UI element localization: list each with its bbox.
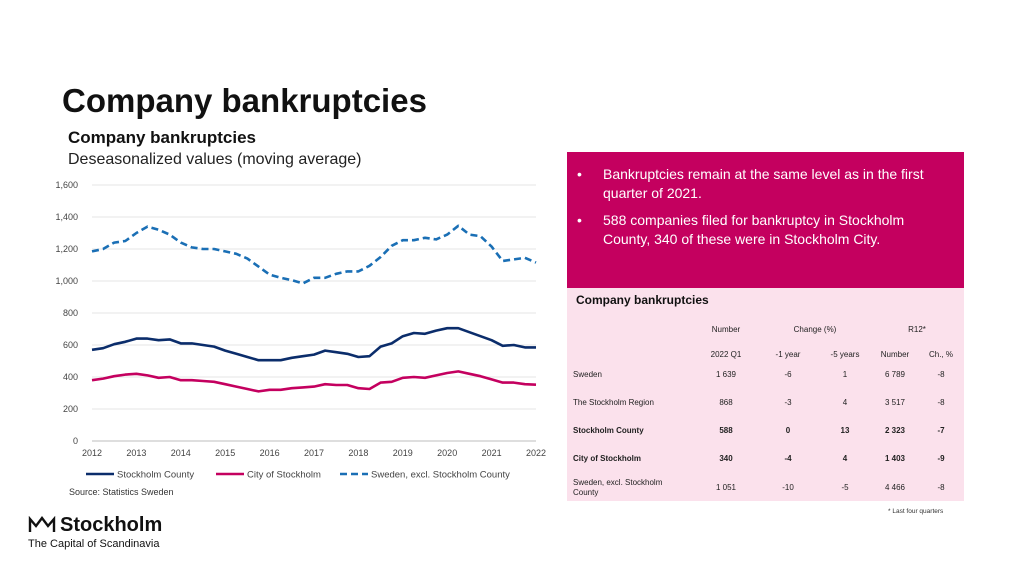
x-tick-label: 2013 bbox=[126, 448, 146, 458]
crown-icon bbox=[28, 516, 56, 532]
row-label: City of Stockholm bbox=[573, 454, 642, 463]
line-chart: 0 200 400 600 800 1,000 1,200 1,400 1,600 2012 201… bbox=[55, 180, 546, 481]
table-cell: -3 bbox=[784, 398, 792, 407]
row-label: The Stockholm Region bbox=[573, 398, 654, 407]
table-cell: 4 466 bbox=[884, 483, 906, 492]
table-cell: -9 bbox=[937, 454, 945, 463]
sub-header: Number bbox=[880, 350, 910, 359]
finding-text: 588 companies filed for bankruptcy in St… bbox=[603, 212, 905, 247]
series-line-stockholm-county bbox=[91, 326, 536, 362]
x-tick-label: 2015 bbox=[215, 448, 235, 458]
y-tick-label: 600 bbox=[63, 340, 78, 350]
row-label: Stockholm County bbox=[573, 426, 644, 435]
x-tick-label: 2014 bbox=[171, 448, 191, 458]
group-header-r12: R12* bbox=[908, 325, 926, 334]
y-tick-label: 200 bbox=[63, 404, 78, 414]
table-cell: -7 bbox=[937, 426, 945, 435]
table-cell: -8 bbox=[937, 483, 945, 492]
logo-name: Stockholm bbox=[60, 514, 163, 536]
table-cell: 868 bbox=[719, 398, 733, 407]
bullet-marker: • bbox=[577, 212, 582, 228]
sub-header: -1 year bbox=[775, 350, 801, 359]
y-tick-label: 400 bbox=[63, 372, 78, 382]
row-label: Sweden, excl. Stockholm County bbox=[573, 478, 663, 497]
page-title: Company bankruptcies bbox=[62, 82, 427, 119]
x-tick-label: 2020 bbox=[437, 448, 457, 458]
group-header-change: Change (%) bbox=[793, 325, 837, 334]
bankruptcy-table: Company bankruptcies Number Change (%) R… bbox=[567, 288, 964, 501]
table-cell: 1 403 bbox=[884, 454, 906, 463]
y-tick-label: 1,200 bbox=[55, 244, 78, 254]
y-tick-label: 800 bbox=[63, 308, 78, 318]
legend-label: City of Stockholm bbox=[247, 470, 321, 481]
y-tick-label: 1,000 bbox=[55, 276, 78, 286]
table-cell: -10 bbox=[782, 483, 794, 492]
y-tick-label: 1,600 bbox=[55, 180, 78, 190]
y-tick-label: 0 bbox=[73, 436, 78, 446]
chart-title: Company bankruptcies bbox=[68, 128, 256, 147]
table-cell: 0 bbox=[785, 426, 791, 435]
table-cell: -8 bbox=[937, 370, 945, 379]
table-title: Company bankruptcies bbox=[576, 293, 709, 307]
series-line-sweden-excl-stockholm-county bbox=[91, 224, 537, 285]
series-line-city-of-stockholm bbox=[91, 370, 537, 393]
table-cell: -5 bbox=[841, 483, 849, 492]
table-cell: -6 bbox=[784, 370, 792, 379]
sub-header: 2022 Q1 bbox=[710, 350, 742, 359]
table-cell: 1 bbox=[842, 370, 848, 379]
x-tick-label: 2012 bbox=[82, 448, 102, 458]
sub-header: Ch., % bbox=[928, 350, 953, 359]
chart-subtitle: Deseasonalized values (moving average) bbox=[68, 151, 362, 168]
x-tick-label: 2021 bbox=[482, 448, 502, 458]
finding-text: Bankruptcies remain at the same level as… bbox=[603, 166, 924, 201]
table-footnote: * Last four quarters bbox=[888, 508, 944, 515]
x-tick-label: 2017 bbox=[304, 448, 324, 458]
x-tick-label: 2022 bbox=[526, 448, 546, 458]
table-cell: 1 639 bbox=[715, 370, 737, 379]
legend-label: Stockholm County bbox=[117, 470, 194, 481]
table-cell: 2 323 bbox=[884, 426, 906, 435]
bullet-marker: • bbox=[577, 166, 582, 182]
logo-tagline: The Capital of Scandinavia bbox=[28, 538, 160, 550]
table-cell: 1 051 bbox=[715, 483, 737, 492]
y-tick-label: 1,400 bbox=[55, 212, 78, 222]
table-cell: 6 789 bbox=[884, 370, 906, 379]
table-cell: 3 517 bbox=[884, 398, 906, 407]
row-label: Sweden bbox=[573, 370, 602, 379]
table-cell: -8 bbox=[937, 398, 945, 407]
key-findings-box: • Bankruptcies remain at the same level … bbox=[567, 152, 964, 288]
table-cell: -4 bbox=[784, 454, 792, 463]
table-cell: 13 bbox=[840, 426, 850, 435]
source-note: Source: Statistics Sweden bbox=[69, 487, 174, 497]
table-cell: 588 bbox=[719, 426, 733, 435]
group-header-number: Number bbox=[711, 325, 741, 334]
sub-header: -5 years bbox=[830, 350, 860, 359]
table-cell: 4 bbox=[842, 454, 848, 463]
table-cell: 340 bbox=[719, 454, 733, 463]
table-cell: 4 bbox=[842, 398, 848, 407]
x-tick-label: 2018 bbox=[348, 448, 368, 458]
x-tick-label: 2016 bbox=[260, 448, 280, 458]
legend-label: Sweden, excl. Stockholm County bbox=[371, 470, 510, 481]
x-tick-label: 2019 bbox=[393, 448, 413, 458]
